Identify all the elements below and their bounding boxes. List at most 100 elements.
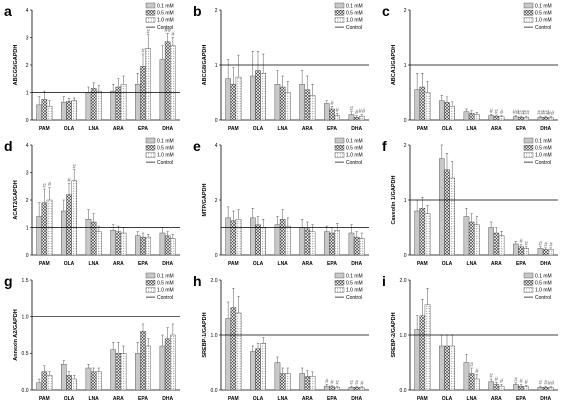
bar-pam-3 xyxy=(46,375,53,391)
y-tick-label: 1.0 xyxy=(211,333,218,339)
x-tick-label: PAM xyxy=(228,261,239,267)
x-tick-label: OLA xyxy=(253,261,264,267)
legend-label: 0.5 mM xyxy=(157,281,174,287)
x-tick-label: EPA xyxy=(138,396,148,402)
legend-label: Control xyxy=(535,295,551,301)
significance-mark: # xyxy=(350,381,354,387)
y-tick-label: 1.0 xyxy=(22,314,29,320)
bar-epa-2 xyxy=(518,117,524,121)
significance-mark: ## xyxy=(523,111,530,117)
x-tick-label: DHA xyxy=(162,126,173,132)
bar-ara-3 xyxy=(309,231,316,256)
legend-label: 1.0 mM xyxy=(346,18,363,24)
bar-pam-2 xyxy=(419,315,426,391)
bar-epa-1 xyxy=(512,116,519,121)
bar-dha-1 xyxy=(537,387,544,391)
bar-ara-1 xyxy=(488,115,494,121)
legend-swatch-3 xyxy=(145,17,156,23)
bar-pam-2 xyxy=(230,307,237,391)
bar-lna-1 xyxy=(463,216,470,256)
x-tick-label: LNA xyxy=(89,126,100,132)
bar-epa-3 xyxy=(145,345,152,391)
panel-letter: i xyxy=(382,273,386,289)
y-tick-label: 1.0 xyxy=(400,333,407,339)
significance-mark: # xyxy=(500,379,504,385)
bar-ara-3 xyxy=(309,376,316,391)
bar-epa-2 xyxy=(518,385,524,391)
bar-dha-2 xyxy=(353,117,360,121)
bar-ola-1 xyxy=(439,345,445,391)
legend-label: 0.5 mM xyxy=(535,281,552,287)
legend-label: 1.0 mM xyxy=(157,153,174,159)
x-tick-label: DHA xyxy=(351,126,362,132)
significance-mark: # xyxy=(519,379,523,385)
significance-mark: # xyxy=(67,178,71,184)
significance-mark: # xyxy=(141,49,145,55)
bar-ara-1 xyxy=(110,230,116,256)
y-tick-label: 0 xyxy=(215,118,218,124)
legend-label: 1.0 mM xyxy=(535,288,552,294)
x-tick-label: ARA xyxy=(491,261,502,267)
x-tick-label: EPA xyxy=(327,261,337,267)
bar-pam-2 xyxy=(419,86,426,121)
panel-g: g Annexin A2/GAPDH 0.0 0.5 1.0 1.5 PAM OLA LNA AR… xyxy=(4,272,180,402)
bar-epa-2 xyxy=(140,66,146,121)
x-tick-label: ARA xyxy=(302,261,313,267)
x-tick-label: DHA xyxy=(540,126,551,132)
bar-ola-3 xyxy=(260,343,266,391)
bar-ola-2 xyxy=(66,375,72,391)
bar-pam-1 xyxy=(36,216,42,256)
significance-mark: # xyxy=(500,110,504,116)
x-tick-label: EPA xyxy=(327,126,337,132)
significance-mark: # xyxy=(336,381,340,387)
bar-pam-3 xyxy=(235,312,242,391)
bar-pam-3 xyxy=(424,304,431,391)
bar-epa-1 xyxy=(323,385,330,391)
bar-ola-1 xyxy=(439,100,445,121)
bar-pam-3 xyxy=(46,106,53,121)
bar-pam-1 xyxy=(414,210,420,256)
x-tick-label: OLA xyxy=(64,396,75,402)
significance-mark: # xyxy=(147,29,151,35)
legend-label: 0.5 mM xyxy=(535,146,552,152)
bar-dha-3 xyxy=(170,334,176,391)
y-tick-label: 1.5 xyxy=(22,278,29,284)
x-tick-label: ARA xyxy=(491,126,502,132)
significance-mark: # xyxy=(470,363,474,369)
bar-ola-3 xyxy=(71,378,77,391)
legend-label: Control xyxy=(157,25,173,31)
bar-epa-3 xyxy=(145,236,152,256)
bar-ara-2 xyxy=(115,231,122,256)
x-tick-label: DHA xyxy=(540,396,551,402)
bar-ara-1 xyxy=(299,373,305,391)
bar-ara-1 xyxy=(488,227,494,256)
legend-label: Control xyxy=(535,25,551,31)
legend-label: 0.5 mM xyxy=(157,11,174,17)
significance-mark: ## xyxy=(512,110,519,116)
bar-epa-2 xyxy=(518,246,524,256)
significance-mark: # xyxy=(514,377,518,383)
legend-swatch-3 xyxy=(145,152,156,158)
bar-lna-3 xyxy=(96,231,102,256)
y-tick-label: 2 xyxy=(26,63,29,69)
significance-mark: ## xyxy=(518,111,525,117)
bar-lna-3 xyxy=(96,90,102,121)
x-tick-label: ARA xyxy=(113,396,124,402)
bar-lna-3 xyxy=(474,378,480,391)
x-tick-label: OLA xyxy=(64,261,75,267)
y-tick-label: 1 xyxy=(215,63,218,69)
x-tick-label: LNA xyxy=(278,396,289,402)
bar-pam-2 xyxy=(419,208,426,256)
significance-mark: ## xyxy=(164,28,171,34)
x-tick-label: EPA xyxy=(516,396,526,402)
significance-mark: # xyxy=(475,369,479,375)
bar-lna-1 xyxy=(85,367,92,391)
bar-ara-2 xyxy=(493,384,500,391)
bar-ola-3 xyxy=(71,100,77,121)
legend-label: 0.5 mM xyxy=(346,146,363,152)
